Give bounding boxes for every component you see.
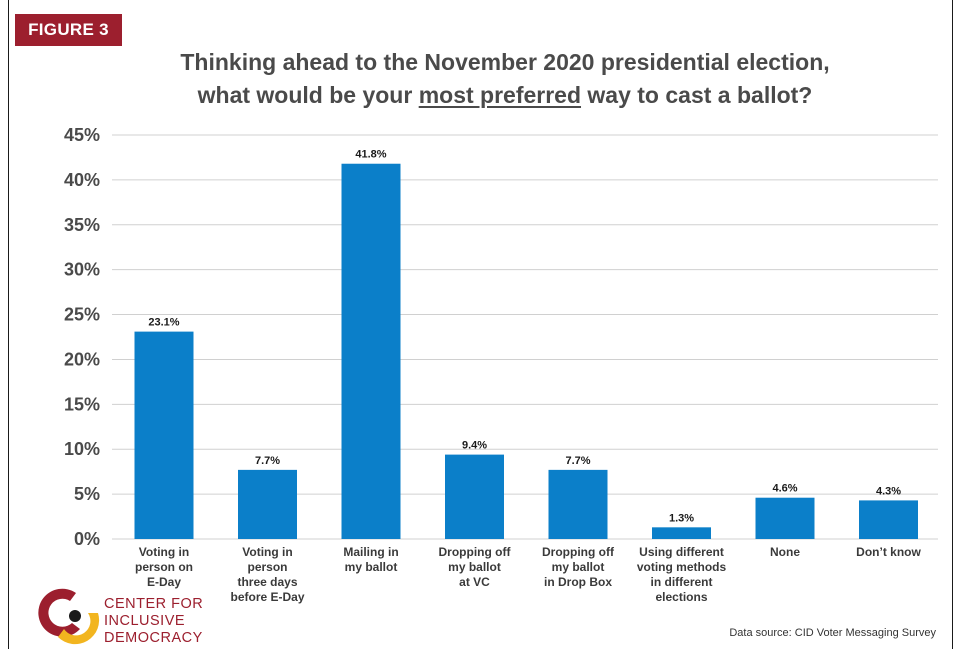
y-tick-label: 45%: [64, 125, 100, 145]
y-tick-label: 35%: [64, 215, 100, 235]
logo-line2: Inclusive: [104, 613, 186, 629]
title-post: way to cast a ballot?: [581, 82, 813, 108]
x-tick-label: Voting in: [139, 545, 189, 559]
x-tick-label: my ballot: [552, 560, 605, 574]
x-tick-label: None: [770, 545, 800, 559]
x-tick-label: my ballot: [448, 560, 501, 574]
logo-line1: Center for: [104, 596, 204, 612]
data-label: 1.3%: [669, 512, 694, 524]
x-tick-label: Dropping off: [542, 545, 615, 559]
y-tick-label: 0%: [74, 529, 100, 549]
data-label: 9.4%: [462, 440, 487, 452]
x-tick-label: Mailing in: [343, 545, 398, 559]
y-tick-label: 25%: [64, 305, 100, 325]
x-tick-label: in Drop Box: [544, 575, 612, 589]
x-tick-label: in different: [651, 575, 713, 589]
title-pre: what would be your: [197, 82, 419, 108]
y-tick-label: 40%: [64, 170, 100, 190]
bar: [445, 454, 504, 539]
logo-line3: Democracy: [104, 630, 203, 646]
logo-wordmark: Center for Inclusive Democracy: [104, 596, 203, 647]
x-tick-label: at VC: [459, 575, 490, 589]
x-tick-label: my ballot: [345, 560, 398, 574]
cid-logo-icon: [38, 588, 100, 645]
x-tick-label: Don’t know: [856, 545, 921, 559]
bar: [341, 163, 401, 539]
x-tick-label: Voting in: [242, 545, 292, 559]
bar: [652, 527, 711, 539]
x-tick-label: elections: [655, 590, 707, 604]
data-label: 23.1%: [148, 317, 179, 329]
bar: [134, 331, 194, 539]
data-label: 4.3%: [876, 485, 901, 497]
y-tick-label: 30%: [64, 260, 100, 280]
figure-frame: [8, 0, 953, 649]
title-emphasis: most preferred: [418, 82, 582, 108]
y-tick-label: 10%: [64, 439, 100, 459]
data-label: 4.6%: [772, 483, 797, 495]
x-tick-label: before E-Day: [230, 590, 304, 604]
bar: [238, 469, 297, 539]
data-label: 41.8%: [355, 149, 386, 161]
x-tick-label: person on: [135, 560, 193, 574]
x-tick-label: Using different: [639, 545, 724, 559]
bar: [548, 469, 608, 539]
bar: [859, 500, 918, 539]
bar: [755, 497, 815, 539]
y-tick-label: 15%: [64, 394, 100, 414]
x-tick-label: three days: [237, 575, 297, 589]
chart-title-line2: what would be your most preferred way to…: [100, 79, 910, 112]
y-tick-label: 5%: [74, 484, 100, 504]
figure-label: FIGURE 3: [15, 14, 122, 46]
data-label: 7.7%: [565, 455, 590, 467]
chart-title: Thinking ahead to the November 2020 pres…: [100, 46, 910, 112]
y-tick-label: 20%: [64, 349, 100, 369]
x-tick-label: person: [247, 560, 287, 574]
x-tick-label: voting methods: [637, 560, 727, 574]
data-source: Data source: CID Voter Messaging Survey: [729, 627, 936, 639]
data-label: 7.7%: [255, 455, 280, 467]
x-tick-label: Dropping off: [439, 545, 512, 559]
x-tick-label: E-Day: [147, 575, 181, 589]
chart-title-line1: Thinking ahead to the November 2020 pres…: [180, 49, 830, 75]
